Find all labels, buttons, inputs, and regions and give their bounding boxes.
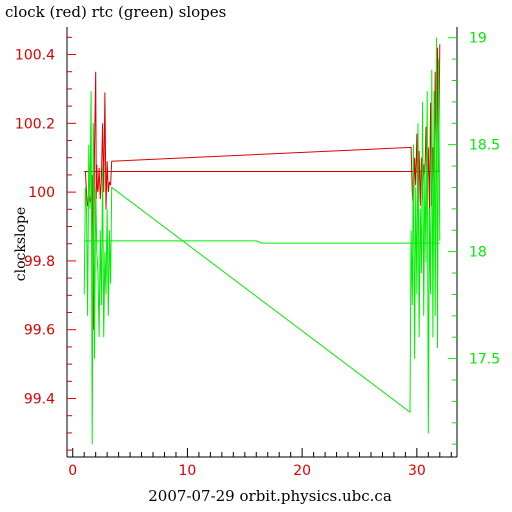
right-tick-label: 17.5 (469, 352, 500, 368)
x-tick-label: 0 (68, 463, 77, 479)
x-tick-label: 10 (179, 463, 197, 479)
right-tick-label: 18 (469, 245, 487, 261)
footer-label: 2007-07-29 orbit.physics.ubc.ca (148, 487, 392, 505)
left-tick-label: 100 (28, 185, 55, 201)
left-tick-label: 99.4 (24, 392, 55, 408)
left-tick-label: 99.8 (24, 254, 55, 270)
x-tick-label: 30 (408, 463, 426, 479)
series-rtc-flat (84, 240, 440, 244)
plot-layer: 0 10 20 30 99.4 99.6 99.8 100 100.2 100.4 17.5 18 18… (15, 27, 500, 479)
left-tick-label: 99.6 (24, 323, 55, 339)
chart-title: clock (red) rtc (green) slopes (5, 3, 226, 21)
left-tick-label: 100.2 (15, 116, 55, 132)
left-tick-label: 100.4 (15, 48, 55, 64)
right-tick-label: 18.5 (469, 138, 500, 154)
series-clock (84, 44, 441, 330)
y-axis-label: clockslope (13, 207, 29, 281)
x-tick-label: 20 (293, 463, 311, 479)
right-tick-label: 19 (469, 31, 487, 47)
